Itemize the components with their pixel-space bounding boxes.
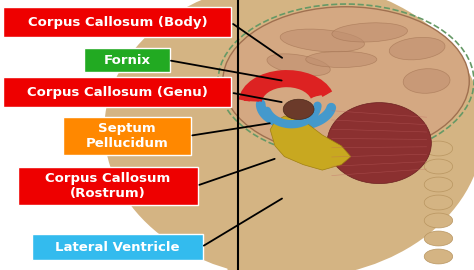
- Ellipse shape: [424, 249, 453, 264]
- Ellipse shape: [424, 177, 453, 192]
- FancyBboxPatch shape: [32, 234, 203, 260]
- Text: Lateral Ventricle: Lateral Ventricle: [55, 241, 180, 254]
- Ellipse shape: [283, 99, 314, 119]
- Ellipse shape: [424, 159, 453, 174]
- Text: Corpus Callosum (Genu): Corpus Callosum (Genu): [27, 86, 208, 99]
- FancyBboxPatch shape: [3, 77, 231, 107]
- Ellipse shape: [424, 213, 453, 228]
- Text: Corpus Callosum
(Rostrum): Corpus Callosum (Rostrum): [45, 172, 171, 200]
- Ellipse shape: [280, 29, 365, 52]
- FancyBboxPatch shape: [3, 7, 231, 37]
- FancyBboxPatch shape: [84, 48, 170, 72]
- Ellipse shape: [327, 103, 431, 184]
- FancyBboxPatch shape: [63, 117, 191, 155]
- Ellipse shape: [424, 195, 453, 210]
- Ellipse shape: [403, 69, 450, 93]
- Polygon shape: [270, 116, 351, 170]
- Ellipse shape: [332, 23, 408, 42]
- Ellipse shape: [424, 141, 453, 156]
- Ellipse shape: [104, 0, 474, 270]
- Polygon shape: [244, 76, 327, 101]
- Ellipse shape: [389, 37, 445, 60]
- Text: Corpus Callosum (Body): Corpus Callosum (Body): [27, 16, 207, 29]
- Ellipse shape: [267, 54, 330, 76]
- Ellipse shape: [223, 7, 469, 155]
- Text: Septum
Pellucidum: Septum Pellucidum: [85, 122, 168, 150]
- Ellipse shape: [306, 51, 377, 68]
- Ellipse shape: [424, 231, 453, 246]
- Text: Fornix: Fornix: [103, 53, 150, 67]
- FancyBboxPatch shape: [228, 130, 351, 270]
- FancyBboxPatch shape: [18, 167, 198, 205]
